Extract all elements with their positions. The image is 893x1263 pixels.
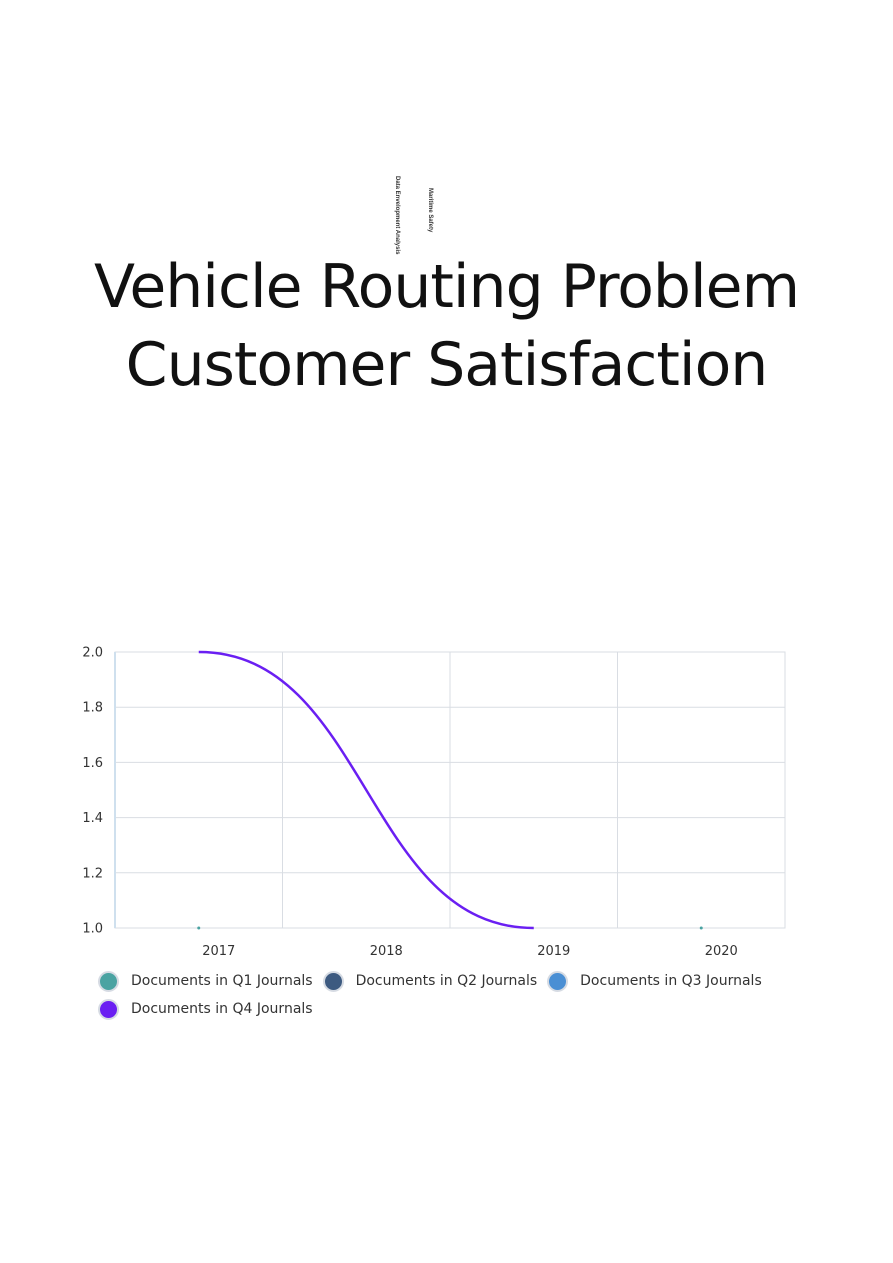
title-line-1: Vehicle Routing Problem — [93, 252, 800, 322]
series-point — [197, 926, 201, 930]
y-tick-label: 1.2 — [82, 866, 103, 881]
y-tick-label: 1.4 — [82, 811, 103, 826]
legend-swatch — [98, 998, 119, 1020]
vertical-label-data-envelopment: Data Envelopment Analysis — [394, 176, 400, 255]
legend-swatch — [322, 970, 344, 992]
legend-label: Documents in Q1 Journals — [131, 973, 313, 989]
series-line-q4 — [198, 650, 534, 930]
legend-label: Documents in Q4 Journals — [131, 1001, 313, 1017]
chart-series — [197, 650, 703, 930]
legend-item[interactable]: Documents in Q3 Journals — [545, 970, 762, 992]
y-tick-label: 1.6 — [82, 756, 103, 771]
chart-axes: 1.0 1.2 1.4 1.6 1.8 2.0 2017 2018 2019 2020 — [82, 646, 737, 960]
x-tick-label: 2019 — [537, 944, 570, 959]
y-tick-label: 2.0 — [82, 646, 103, 661]
x-tick-label: 2020 — [705, 944, 738, 959]
x-tick-label: 2017 — [202, 944, 235, 959]
vertical-label-maritime-safety: Maritime Safety — [427, 188, 433, 233]
legend-label: Documents in Q2 Journals — [355, 973, 538, 989]
chart-legend: Documents in Q1 Journals Documents in Q2 … — [96, 970, 816, 1020]
legend-item[interactable]: Documents in Q2 Journals — [321, 970, 538, 992]
series-point — [699, 926, 703, 930]
chart-grid — [114, 651, 786, 929]
page-title: Vehicle Routing Problem Customer Satisfa… — [0, 248, 893, 404]
x-tick-label: 2018 — [370, 944, 403, 959]
title-line-2: Customer Satisfaction — [125, 330, 769, 400]
legend-item[interactable]: Documents in Q1 Journals — [96, 970, 313, 992]
legend-swatch — [547, 970, 569, 992]
legend-swatch — [98, 970, 119, 992]
line-chart: 1.0 1.2 1.4 1.6 1.8 2.0 2017 2018 2019 2020 — [82, 646, 786, 960]
legend-item[interactable]: Documents in Q4 Journals — [96, 998, 313, 1020]
legend-label: Documents in Q3 Journals — [580, 973, 762, 989]
y-tick-label: 1.0 — [82, 922, 103, 937]
y-tick-label: 1.8 — [82, 701, 103, 716]
